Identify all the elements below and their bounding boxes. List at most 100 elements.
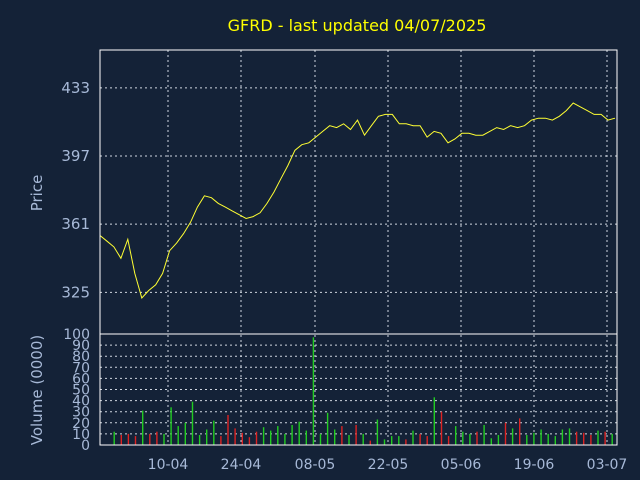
volume-bar: [575, 431, 578, 445]
volume-bar: [319, 433, 322, 445]
volume-tick-label: 20: [72, 416, 90, 432]
tick-labels: 10-04 24-04 08-05 22-05 05-06 19-06 03-07 325 36…: [61, 79, 627, 473]
volume-bar: [590, 435, 592, 445]
volume-tick-label: 30: [72, 405, 90, 421]
volume-bar: [497, 435, 500, 445]
volume-bar: [348, 435, 350, 445]
volume-bar: [241, 432, 243, 445]
volume-bar: [511, 428, 514, 445]
volume-bar: [326, 412, 329, 445]
volume-bar: [597, 430, 599, 445]
volume-bar: [305, 430, 307, 445]
x-tick-label: 03-07: [587, 457, 628, 473]
volume-bar: [419, 433, 421, 445]
volume-bar: [156, 431, 158, 445]
volume-bar: [519, 418, 521, 445]
volume-bar: [184, 422, 186, 445]
volume-bar: [533, 432, 535, 445]
volume-bar: [227, 415, 229, 445]
volume-bar: [149, 433, 151, 445]
volume-bar: [383, 439, 386, 445]
volume-tick-label: 0: [81, 438, 90, 454]
grid-layer: [100, 50, 617, 445]
volume-bar: [611, 433, 613, 445]
volume-bar: [433, 397, 435, 445]
volume-axis-label: Volume (0000): [28, 335, 46, 445]
volume-bar: [206, 429, 208, 445]
volume-bar: [469, 433, 471, 445]
volume-bar: [440, 411, 443, 445]
volume-bar: [248, 437, 251, 445]
volume-tick-label: 50: [72, 383, 90, 399]
volume-bar: [198, 435, 201, 445]
volume-tick-label: 60: [72, 371, 90, 387]
volume-bar: [476, 431, 478, 445]
volume-bar: [220, 436, 222, 445]
volume-bar: [113, 431, 115, 445]
x-tick-label: 10-04: [148, 457, 189, 473]
volume-bar: [568, 428, 571, 445]
volume-bar: [561, 429, 564, 445]
volume-bar: [583, 432, 585, 445]
volume-tick-label: 100: [63, 327, 90, 343]
price-tick-label: 433: [61, 79, 90, 97]
volume-bar: [177, 426, 179, 445]
volume-bar: [426, 436, 428, 445]
volume-bar: [362, 433, 364, 445]
volume-bar: [376, 419, 379, 445]
price-tick-label: 361: [61, 215, 90, 233]
volume-bar: [163, 433, 165, 445]
volume-bar: [291, 425, 293, 445]
volume-bar: [504, 422, 507, 445]
volume-bar: [262, 427, 265, 445]
volume-bars: [113, 337, 613, 445]
price-series: [99, 102, 616, 299]
volume-bar: [255, 431, 258, 445]
volume-bar: [127, 433, 130, 445]
x-tick-label: 24-04: [221, 457, 262, 473]
volume-bar: [483, 425, 485, 445]
x-tick-label: 08-05: [295, 457, 336, 473]
x-tick-label: 05-06: [441, 457, 482, 473]
volume-bar: [170, 407, 172, 445]
volume-tick-label: 40: [72, 394, 90, 410]
volume-bar: [369, 440, 371, 445]
volume-bar: [398, 436, 400, 445]
volume-tick-label: 90: [72, 338, 90, 354]
chart-title: GFRD - last updated 04/07/2025: [228, 16, 487, 35]
volume-panel-frame: [99, 333, 618, 446]
volume-bar: [284, 433, 286, 445]
volume-bar: [234, 428, 236, 445]
x-tick-label: 19-06: [514, 457, 555, 473]
x-tick-label: 22-05: [368, 457, 409, 473]
volume-bar: [547, 433, 549, 445]
volume-tick-label: 10: [72, 427, 90, 443]
price-panel-frame: [99, 49, 618, 335]
volume-bar: [391, 436, 393, 445]
volume-bar: [554, 436, 556, 445]
volume-bar: [490, 438, 492, 445]
price-line: [99, 102, 616, 299]
volume-bar: [412, 430, 414, 445]
price-axis-label: Price: [28, 175, 46, 212]
volume-bar: [120, 435, 122, 445]
volume-bar: [142, 410, 144, 445]
volume-bar: [191, 401, 194, 445]
volume-bar: [462, 431, 464, 445]
volume-bar: [213, 420, 215, 445]
volume-bar: [298, 421, 300, 445]
volume-bar: [540, 429, 542, 445]
price-tick-label: 397: [61, 147, 90, 165]
price-tick-label: 325: [61, 283, 90, 301]
volume-bar: [405, 439, 407, 445]
volume-bar: [334, 429, 336, 445]
volume-bar: [355, 425, 357, 445]
volume-bar: [341, 426, 343, 445]
volume-bar: [277, 426, 279, 445]
volume-tick-label: 80: [72, 349, 90, 365]
volume-bar: [447, 436, 450, 445]
volume-bar: [134, 436, 137, 445]
volume-bar: [604, 431, 606, 445]
